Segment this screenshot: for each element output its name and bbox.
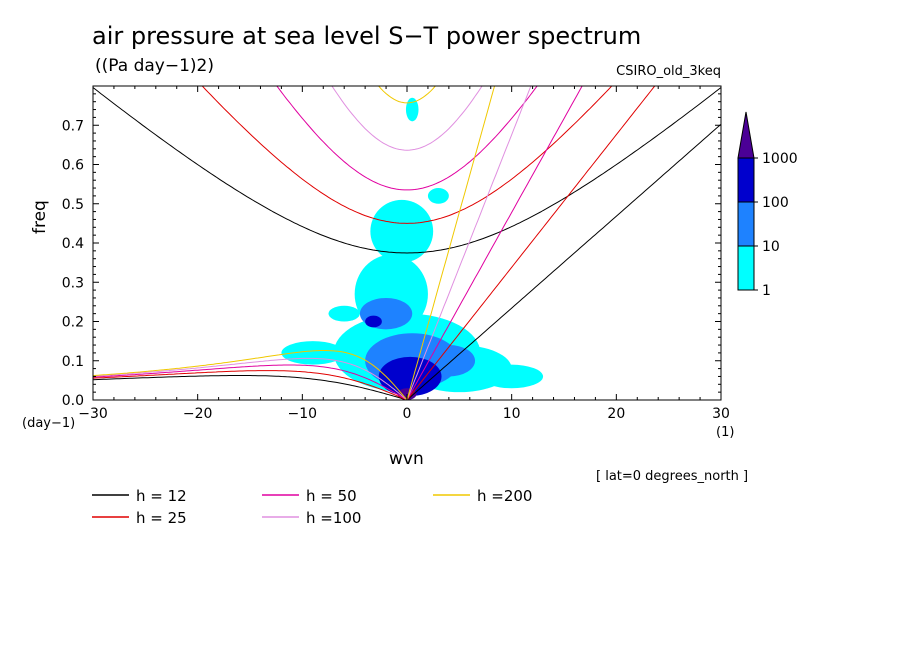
- legend-label: h =200: [477, 487, 532, 505]
- colorbar-label: 100: [762, 195, 789, 211]
- y-tick-label: 0.1: [62, 354, 84, 370]
- y-axis-label: freq: [30, 200, 50, 234]
- dispersion-curve: [93, 357, 408, 400]
- contour-blob: [328, 305, 360, 322]
- colorbar-swatch: [737, 245, 755, 291]
- legend-label: h =100: [306, 509, 361, 527]
- x-axis-label: wvn: [389, 449, 424, 469]
- y-unit-label: (day−1): [22, 416, 76, 431]
- axis-ticks: −30 −20 −10 0 10 20 30 0.0 0.1 0.2 0.3 0.4 0.5 0.6 0.7: [62, 86, 730, 422]
- y-tick-label: 0.5: [62, 197, 84, 213]
- dispersion-curve: [406, 123, 721, 400]
- model-label: CSIRO_old_3keq: [616, 64, 721, 79]
- power-contours: [281, 97, 544, 400]
- colorbar-label: 1000: [762, 151, 798, 167]
- contour-blob: [405, 97, 419, 122]
- colorbar-extend-arrow: [737, 111, 755, 159]
- latitude-annotation: [ lat=0 degrees_north ]: [596, 469, 749, 484]
- contour-blob: [480, 364, 544, 389]
- y-tick-label: 0.0: [62, 393, 84, 409]
- colorbar-label: 1: [762, 283, 771, 299]
- dispersion-curves: [93, 86, 721, 400]
- dispersion-curve: [93, 370, 408, 400]
- chart-subtitle: ((Pa day−1)2): [95, 56, 214, 76]
- x-tick-label: 10: [503, 406, 521, 422]
- legend-label: h = 50: [306, 487, 357, 505]
- x-tick-label: −20: [183, 406, 213, 422]
- dispersion-curve: [93, 350, 408, 400]
- dispersion-curve: [276, 86, 538, 191]
- dispersion-curve: [93, 364, 408, 400]
- legend-label: h = 25: [136, 509, 187, 527]
- dispersion-curve: [406, 86, 496, 400]
- contour-blob: [427, 188, 449, 204]
- dispersion-curve: [406, 86, 656, 400]
- dispersion-curve: [331, 86, 483, 151]
- colorbar-label: 10: [762, 239, 780, 255]
- x-tick-label: −30: [78, 406, 108, 422]
- dispersion-curve: [93, 87, 721, 254]
- dispersion-curve: [201, 86, 613, 224]
- y-tick-label: 0.3: [62, 275, 84, 291]
- colorbar-swatch: [737, 201, 755, 247]
- x-tick-label: 0: [403, 406, 412, 422]
- y-tick-label: 0.6: [62, 158, 84, 174]
- colorbar-swatch: [737, 157, 755, 203]
- legend-label: h = 12: [136, 487, 187, 505]
- x-unit-label: (1): [716, 425, 735, 440]
- dispersion-curve: [93, 375, 408, 400]
- dispersion-curve: [406, 86, 532, 400]
- x-tick-label: 30: [712, 406, 730, 422]
- dispersion-curve: [377, 86, 437, 104]
- y-tick-label: 0.2: [62, 315, 84, 331]
- contour-blob: [370, 199, 434, 263]
- colorbar: 1000 100 10 1: [737, 111, 798, 299]
- x-tick-label: −10: [288, 406, 318, 422]
- chart-title: air pressure at sea level S−T power spec…: [92, 22, 642, 50]
- y-tick-label: 0.7: [62, 118, 84, 134]
- contour-blob: [365, 315, 382, 328]
- dispersion-curve: [406, 86, 583, 400]
- dispersion-legend: h = 12 h = 25 h = 50 h =100 h =200: [92, 487, 532, 527]
- y-tick-label: 0.4: [62, 236, 84, 252]
- x-tick-label: 20: [607, 406, 625, 422]
